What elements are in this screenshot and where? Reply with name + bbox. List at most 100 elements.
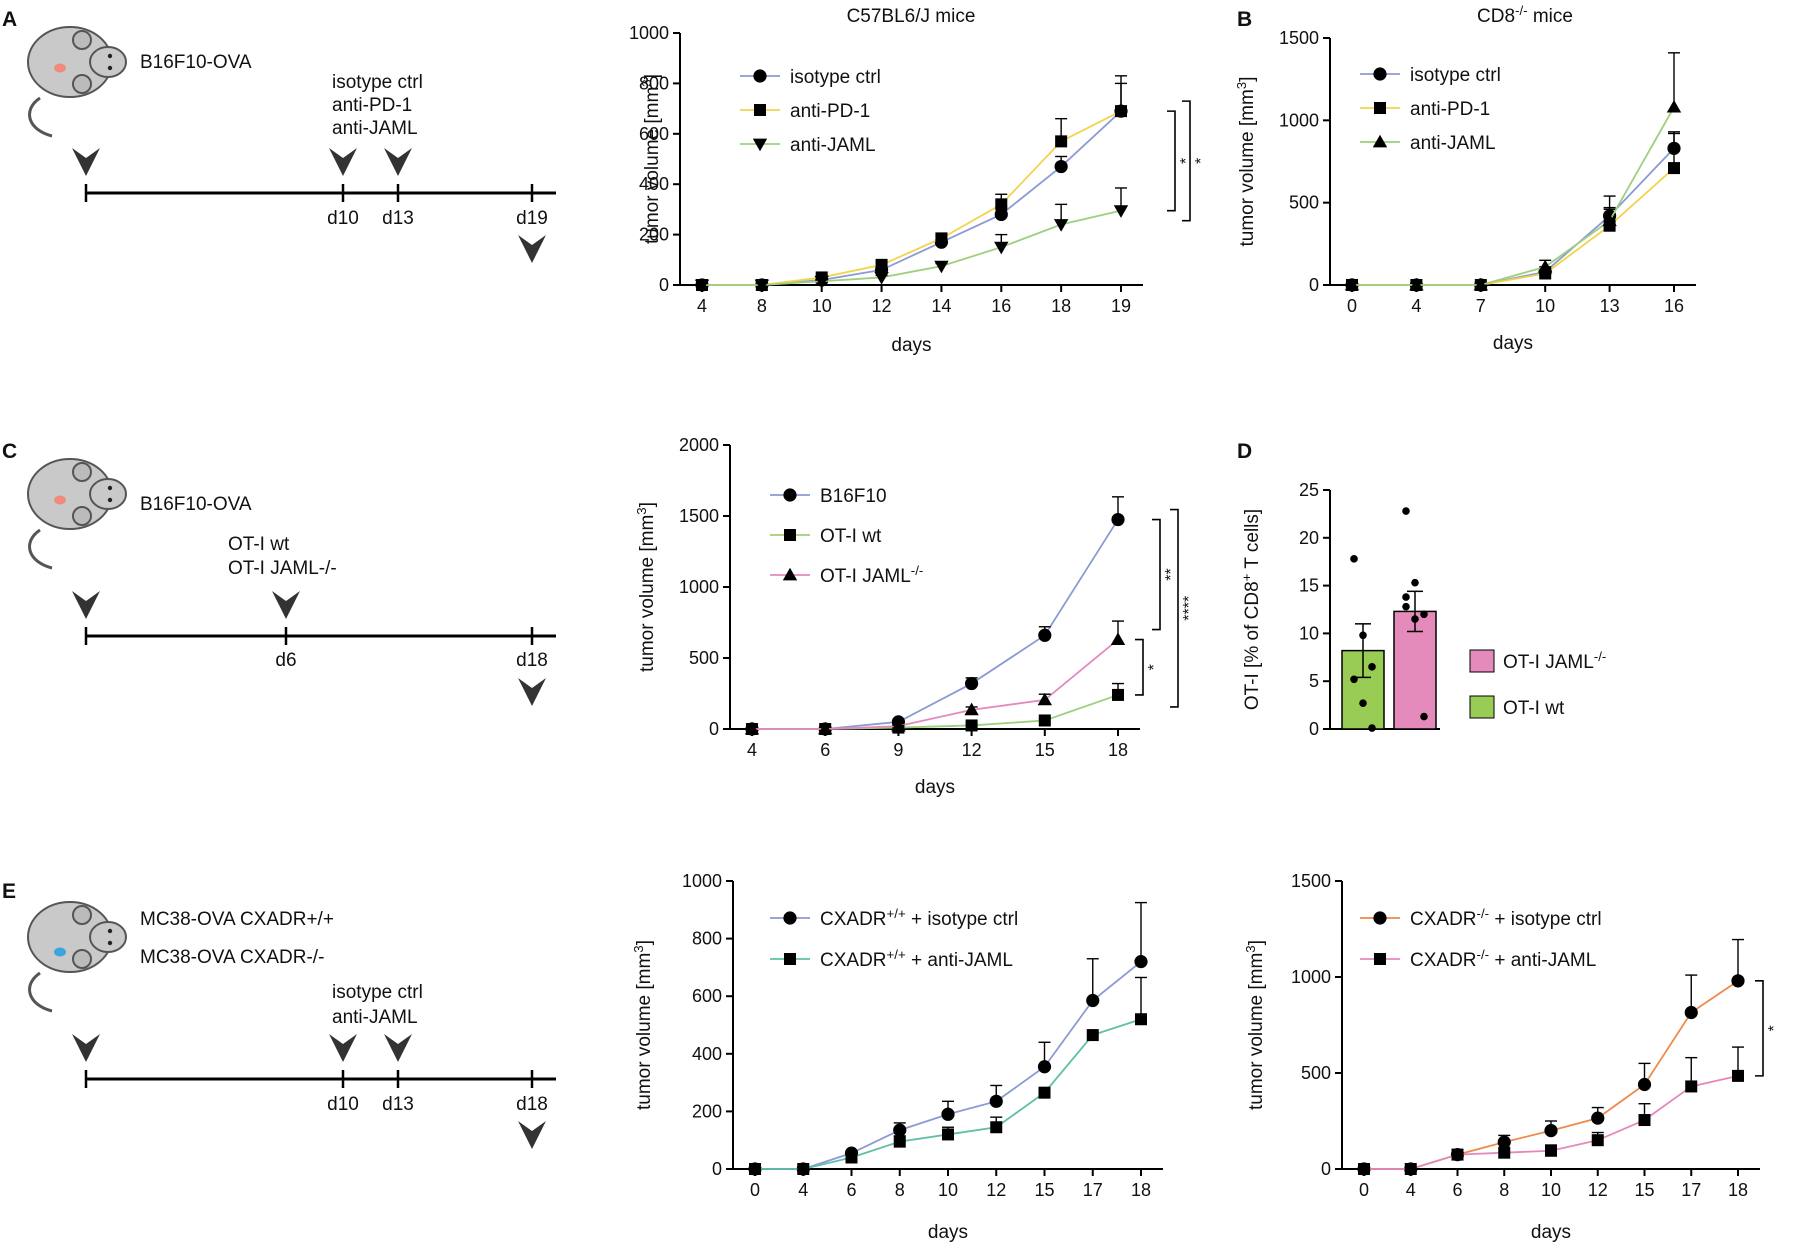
y-tick-label: 1500 [679, 506, 719, 526]
series-cxadr-anti-jaml [1358, 1046, 1744, 1175]
schematic-e: MC38-OVA CXADR+/+ MC38-OVA CXADR-/- isot… [27, 901, 556, 1149]
legend-marker [1374, 102, 1386, 114]
x-tick-label: 17 [1083, 1180, 1103, 1200]
legend-label: CXADR+/+ + anti-JAML [820, 947, 1013, 972]
legend-marker [1373, 911, 1387, 925]
data-point [1591, 1111, 1605, 1125]
x-tick-label: 18 [1051, 296, 1071, 316]
data-point [1055, 135, 1068, 148]
legend-marker [752, 138, 768, 152]
data-point [818, 721, 833, 735]
x-axis-label: days [1531, 1222, 1571, 1243]
data-point [942, 1128, 954, 1141]
injection-arrow-icon [329, 148, 357, 176]
y-tick-label: 500 [1289, 193, 1319, 213]
x-tick-label: 4 [697, 296, 707, 316]
significance-label: * [1146, 664, 1163, 670]
injection-arrow-icon [72, 1034, 100, 1062]
x-tick-label: 10 [1541, 1180, 1561, 1200]
x-tick-label: 18 [1108, 740, 1128, 760]
data-point [1411, 615, 1419, 623]
legend-marker [1372, 134, 1388, 148]
series-ot-i-jaml- [744, 620, 1126, 735]
x-tick-label: 14 [931, 296, 951, 316]
data-point [1538, 259, 1553, 273]
data-point [995, 198, 1008, 211]
significance-bracket [1170, 508, 1179, 708]
series-line [702, 209, 1122, 286]
legend-label: anti-PD-1 [1410, 99, 1490, 120]
data-point [694, 279, 710, 293]
y-tick-label: 0 [659, 275, 669, 295]
significance-label: * [1766, 1025, 1783, 1031]
significance-bracket [1152, 518, 1161, 631]
data-point [989, 1094, 1003, 1108]
x-tick-label: 9 [893, 740, 903, 760]
data-point [893, 1135, 906, 1148]
series-isotype-ctrl [1345, 131, 1681, 292]
timeline-tick-label: d13 [382, 208, 414, 229]
injection-arrow-icon [72, 591, 100, 619]
y-tick-label: 600 [639, 124, 669, 144]
x-axis-label: days [891, 335, 931, 356]
x-tick-label: 8 [757, 296, 767, 316]
data-point [1037, 1060, 1052, 1074]
series-anti-pd-1 [1346, 132, 1680, 291]
endpoint-arrow-icon [518, 235, 546, 263]
legend-swatch [1469, 649, 1495, 673]
series-line [752, 694, 1119, 730]
treatment-label: isotype ctrl [332, 982, 423, 1003]
data-point [1731, 974, 1745, 988]
injection-arrow-icon [272, 591, 300, 619]
significance-label: * [1178, 158, 1195, 164]
legend-label: anti-PD-1 [790, 101, 870, 122]
data-point [1350, 675, 1358, 684]
series-ot-i-wt [746, 682, 1124, 735]
y-tick-label: 20 [1299, 528, 1319, 548]
y-tick-label: 200 [639, 225, 669, 245]
timeline-tick-label: d10 [327, 1094, 359, 1115]
data-point [845, 1151, 858, 1164]
timeline-tick-label: d6 [275, 650, 296, 671]
chart-a-c57bl6j: 0 200 400 600 800 1000 tumor volume [mm3] 4 8 10 1… [629, 6, 1210, 356]
series-line [752, 638, 1119, 730]
x-tick-label: 4 [747, 740, 757, 760]
data-point [1112, 688, 1124, 701]
y-tick-label: 1000 [682, 871, 722, 891]
data-point [994, 241, 1009, 255]
series-line [755, 1018, 1142, 1170]
legend-marker [782, 567, 798, 581]
y-axis-label: tumor volume [mm3] [634, 502, 659, 672]
y-tick-label: 1000 [679, 577, 719, 597]
data-point [935, 232, 948, 245]
panel-letter-e: E [2, 880, 16, 903]
data-point [1591, 1134, 1604, 1147]
y-tick-label: 2000 [679, 435, 719, 455]
y-tick-label: 0 [1309, 719, 1319, 739]
data-point [1404, 1163, 1417, 1175]
data-point [1685, 1080, 1698, 1093]
series-anti-jaml [1344, 52, 1682, 291]
data-point [1473, 277, 1488, 291]
treatment-label: OT-I wt [228, 534, 290, 555]
mouse-label: B16F10-OVA [140, 494, 252, 515]
y-tick-label: 0 [712, 1159, 722, 1179]
mouse-icon [27, 26, 127, 138]
panel-letter-c: C [2, 440, 17, 463]
legend-marker [783, 911, 797, 925]
series-b16f10 [745, 496, 1125, 736]
chart-title: C57BL6/J mice [847, 6, 976, 27]
data-point [1038, 714, 1051, 727]
data-point [1668, 162, 1680, 175]
data-point [1113, 205, 1129, 218]
data-point [1544, 1124, 1558, 1138]
data-point [1402, 602, 1410, 611]
y-tick-label: 800 [692, 929, 722, 949]
y-axis-label: OT-I [% of CD8+ T cells] [1239, 509, 1264, 710]
data-point [1134, 955, 1148, 969]
data-point [1054, 159, 1068, 174]
x-tick-label: 13 [1600, 296, 1620, 316]
chart-e-cxadr-wt: 0 200 400 600 800 1000 tumor volume [mm3] 0 4 6 8 1… [631, 871, 1163, 1243]
y-tick-label: 10 [1299, 623, 1319, 643]
x-tick-label: 18 [1728, 1180, 1748, 1200]
